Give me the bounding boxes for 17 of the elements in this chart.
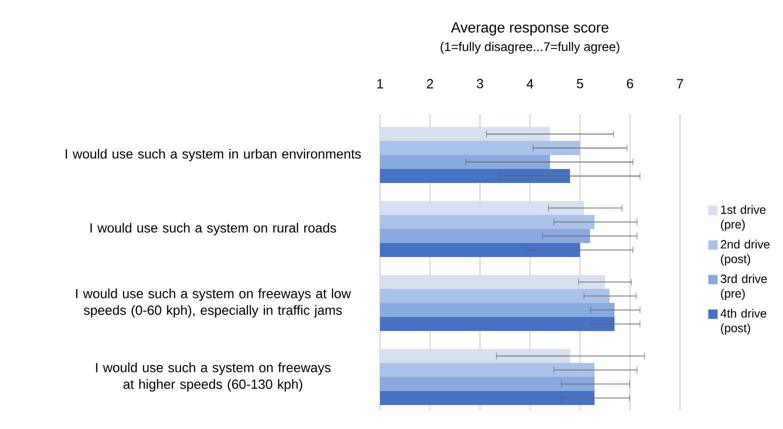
- chart-title: Average response score: [450, 22, 608, 36]
- legend-label: 1st drive (pre): [720, 205, 766, 231]
- x-tick-label: 3: [476, 78, 484, 88]
- x-tick-label: 4: [526, 79, 534, 88]
- legend-label: 2nd drive (post): [720, 240, 770, 266]
- x-tick-label: 2: [426, 79, 434, 88]
- y-tick-label: I would use such a system on rural roads: [90, 222, 336, 236]
- y-tick-label: I would use such a system in urban environments: [66, 148, 361, 162]
- x-tick-label: 1: [377, 79, 384, 88]
- x-tick-label: 7: [676, 79, 684, 88]
- x-tick-label: 6: [626, 78, 634, 88]
- legend-label: 4th drive (post): [720, 308, 766, 335]
- x-tick-label: 5: [576, 79, 584, 88]
- legend-label: 3rd drive (pre): [720, 274, 767, 300]
- y-tick-label: I would use such a system on freeways at low speeds (0-60 kph), especially in traffic jams: [76, 288, 352, 318]
- chart-subtitle: (1=fully disagree...7=fully agree): [440, 42, 620, 54]
- y-tick-label: I would use such a system on freeways at higher speeds (60-130 kph): [96, 362, 331, 392]
